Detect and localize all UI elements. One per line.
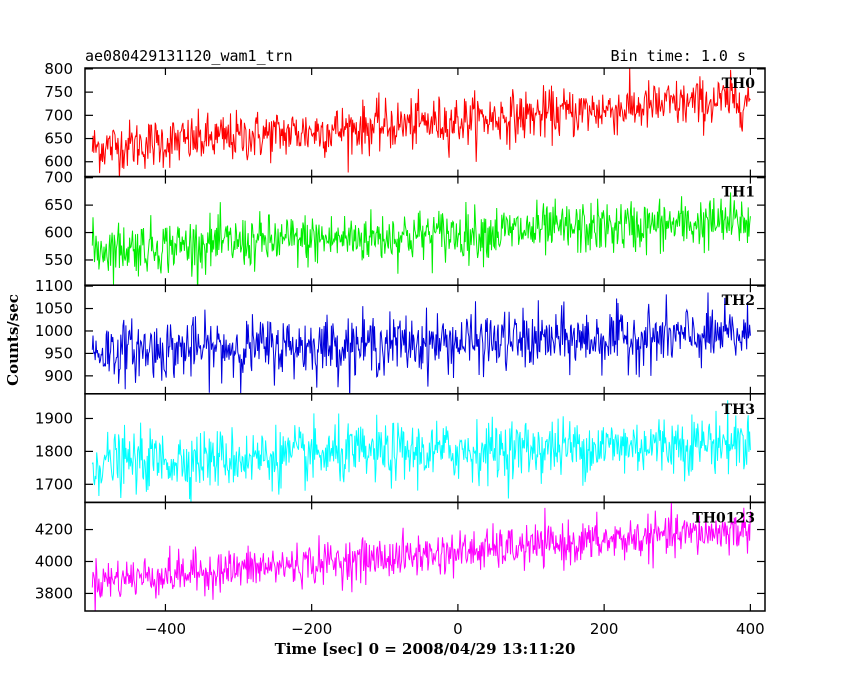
y-tick-label: 1900 xyxy=(35,409,73,427)
y-tick-label: 550 xyxy=(44,251,73,269)
y-tick-label: 700 xyxy=(44,169,73,187)
y-tick-label: 1700 xyxy=(35,475,73,493)
y-tick-label: 900 xyxy=(44,367,73,385)
panel-label-th0: TH0 xyxy=(722,76,756,92)
panels-group: 600 650 700 750 800 TH0 550 600 650 700 TH1 900 950 1… xyxy=(35,60,766,612)
panel-th3: 1700 1800 1900 TH3 xyxy=(35,393,766,504)
y-tick-label: 1800 xyxy=(35,442,73,460)
panel-th0123: 3800 4000 4200 TH0123 xyxy=(35,501,766,612)
y-tick-label: 3800 xyxy=(35,584,73,602)
panel-label-th3: TH3 xyxy=(722,402,755,418)
y-tick-label: 650 xyxy=(44,196,73,214)
y-tick-label: 1050 xyxy=(35,300,73,318)
series-line-th1 xyxy=(91,192,751,286)
y-tick-label: 700 xyxy=(44,106,73,124)
y-tick-label: 600 xyxy=(44,224,73,242)
panel-label-th2: TH2 xyxy=(722,293,755,309)
series-line-th0 xyxy=(91,68,751,177)
y-tick-label: 650 xyxy=(44,130,73,148)
y-tick-label: 950 xyxy=(44,344,73,362)
x-tick-label: −200 xyxy=(291,620,332,638)
panel-th1: 550 600 650 700 TH1 xyxy=(44,169,766,286)
series-line-th2 xyxy=(91,292,751,394)
panel-label-th0123: TH0123 xyxy=(692,510,755,526)
panel-th0: 600 650 700 750 800 TH0 xyxy=(44,60,766,178)
x-tick-label: −400 xyxy=(145,620,186,638)
y-tick-label: 1100 xyxy=(35,277,73,295)
bin-time-label: Bin time: 1.0 s xyxy=(611,47,746,65)
series-line-th0123 xyxy=(91,502,751,611)
x-axis-label: Time [sec] 0 = 2008/04/29 13:11:20 xyxy=(275,640,576,658)
y-tick-label: 1000 xyxy=(35,322,73,340)
y-tick-label: 750 xyxy=(44,83,73,101)
x-tick-label: 200 xyxy=(590,620,619,638)
panel-frame xyxy=(84,67,766,178)
x-axis: −400 −200 0 200 400 xyxy=(145,620,765,638)
y-tick-label: 600 xyxy=(44,153,73,171)
x-tick-label: 400 xyxy=(736,620,765,638)
chart-title: ae080429131120_wam1_trn xyxy=(85,47,293,65)
y-axis-label: Counts/sec xyxy=(4,294,22,386)
panel-label-th1: TH1 xyxy=(722,185,755,201)
x-tick-label: 0 xyxy=(453,620,463,638)
y-tick-label: 800 xyxy=(44,60,73,78)
y-tick-label: 4000 xyxy=(35,552,73,570)
series-line-th3 xyxy=(91,400,751,503)
panel-frame xyxy=(84,501,766,612)
y-tick-label: 4200 xyxy=(35,521,73,539)
panel-th2: 900 950 1000 1050 1100 TH2 xyxy=(35,277,766,395)
